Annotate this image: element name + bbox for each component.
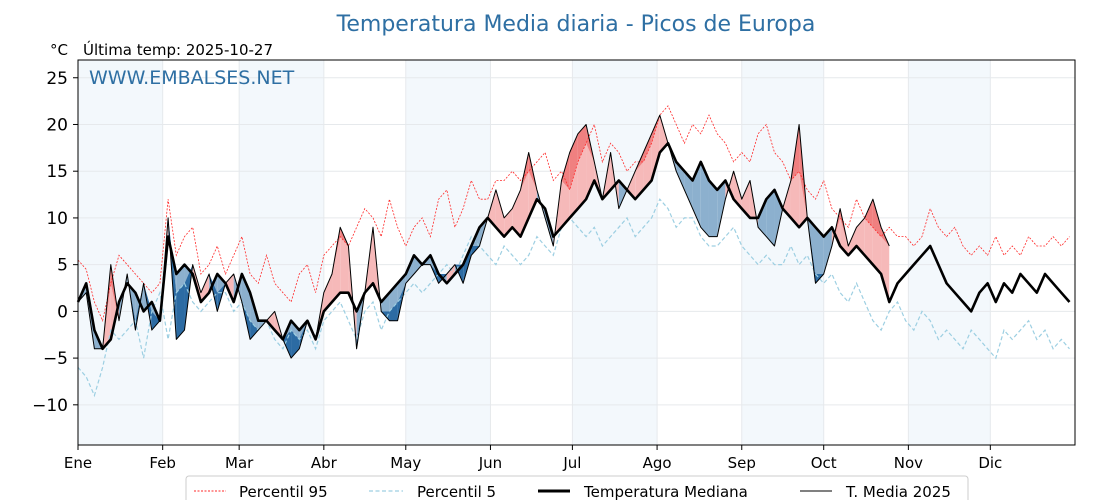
plot-frame: [77, 59, 1076, 446]
fill-above-p95: [651, 115, 660, 144]
fill-above-median: [790, 171, 800, 228]
fill-above-median: [561, 180, 570, 228]
fill-below-p5: [176, 283, 185, 340]
month-band: [239, 60, 324, 445]
fill-below-median: [758, 199, 767, 237]
fill-above-p95: [643, 133, 652, 162]
y-tick-label: −5: [43, 349, 68, 369]
fill-above-median: [856, 217, 865, 256]
fill-above-median: [651, 115, 660, 181]
fill-above-median: [487, 189, 496, 228]
fill-above-median: [323, 273, 333, 312]
y-axis: 25 20 15 10 5 0 −5 −10: [32, 69, 78, 416]
legend-label-median: Temperatura Mediana: [583, 483, 748, 500]
x-tick-label: Feb: [149, 454, 176, 472]
x-tick-label: Mar: [225, 454, 254, 472]
legend: Percentil 95 Percentil 5 Temperatura Med…: [185, 475, 969, 500]
y-tick-label: 10: [46, 209, 68, 229]
x-tick-label: Jul: [562, 454, 581, 472]
fill-below-p5: [282, 330, 292, 359]
legend-box: [185, 475, 969, 500]
series-2025-line: [77, 114, 890, 359]
fill-above-p95: [561, 152, 570, 190]
fill-above-median: [741, 180, 750, 218]
legend-label-p5: Percentil 5: [417, 483, 496, 500]
y-tick-label: 25: [46, 69, 68, 89]
x-axis: Ene Feb Mar Abr May Jun Jul Ago Sep Oct Nov Dic: [64, 445, 1002, 472]
last-temp-label: Última temp: 2025-10-27: [83, 40, 273, 59]
fill-below-median: [291, 320, 300, 340]
fill-below-median: [241, 273, 251, 321]
fill-below-median: [168, 217, 177, 293]
x-tick-label: Jun: [478, 454, 502, 472]
fill-below-median: [823, 227, 832, 274]
fill-below-p5: [463, 245, 472, 284]
series-p95-line: [77, 105, 1070, 322]
fill-above-median: [864, 217, 873, 265]
series-p5-line: [77, 198, 1070, 398]
fill-above-median: [495, 189, 505, 237]
month-band: [405, 60, 491, 445]
x-tick-label: Ene: [64, 454, 92, 472]
fill-above-median: [872, 227, 882, 274]
y-tick-label: 5: [57, 256, 68, 276]
fill-above-median: [332, 236, 341, 303]
y-tick-label: 0: [57, 302, 68, 322]
fill-above-median: [569, 161, 578, 218]
watermark: WWW.EMBALSES.NET: [89, 67, 295, 89]
fill-above-median: [840, 217, 849, 256]
x-tick-label: Abr: [311, 454, 338, 472]
y-unit-label: °C: [50, 41, 68, 59]
fill-below-median: [299, 320, 308, 340]
fill-below-median: [381, 292, 390, 312]
legend-label-2025: T. Media 2025: [845, 483, 951, 500]
x-tick-label: Oct: [811, 454, 837, 472]
fill-above-median: [512, 189, 521, 237]
y-tick-label: −10: [32, 396, 68, 416]
fill-above-median: [733, 171, 742, 209]
y-tick-label: 20: [46, 115, 68, 135]
fill-below-p5: [389, 302, 398, 321]
x-tick-label: Sep: [728, 454, 756, 472]
fill-below-median: [708, 180, 718, 237]
fill-above-p95: [872, 199, 882, 237]
fill-below-median: [700, 161, 709, 237]
fill-below-median: [717, 180, 726, 237]
fill-above-median: [643, 143, 652, 190]
fill-below-median: [413, 255, 423, 274]
fill-below-p5: [151, 311, 160, 331]
fill-above-median: [782, 180, 791, 218]
fill-below-median: [815, 227, 824, 274]
fill-below-p5: [250, 320, 259, 340]
fill-above-median: [799, 171, 808, 228]
month-band: [908, 60, 991, 445]
x-tick-label: Dic: [978, 454, 1002, 472]
series-median-line: [76, 141, 1071, 351]
x-tick-label: Ago: [643, 454, 672, 472]
fill-above-median: [577, 143, 587, 209]
fill-below-median: [684, 171, 693, 209]
fill-above-median: [881, 236, 890, 303]
fill-above-p95: [577, 124, 587, 162]
fill-above-median: [340, 236, 349, 293]
fill-above-median: [635, 161, 644, 200]
x-tick-label: Nov: [894, 454, 923, 472]
fill-below-median: [217, 273, 226, 293]
y-tick-label: 15: [46, 162, 68, 182]
legend-label-p95: Percentil 95: [239, 483, 328, 500]
month-bands: [78, 60, 991, 445]
x-tick-label: May: [390, 454, 421, 472]
fill-above-median: [528, 171, 537, 218]
fill-above-median: [446, 264, 455, 284]
month-band: [572, 60, 658, 445]
fill-below-median: [127, 273, 136, 321]
month-band: [78, 60, 163, 445]
fill-above-median: [266, 311, 275, 331]
fill-above-median: [659, 115, 669, 153]
fill-below-median: [766, 189, 775, 246]
fill-below-p5: [291, 330, 300, 359]
series-lines: [76, 105, 1071, 398]
chart-title: Temperatura Media diaria - Picos de Euro…: [336, 12, 816, 37]
